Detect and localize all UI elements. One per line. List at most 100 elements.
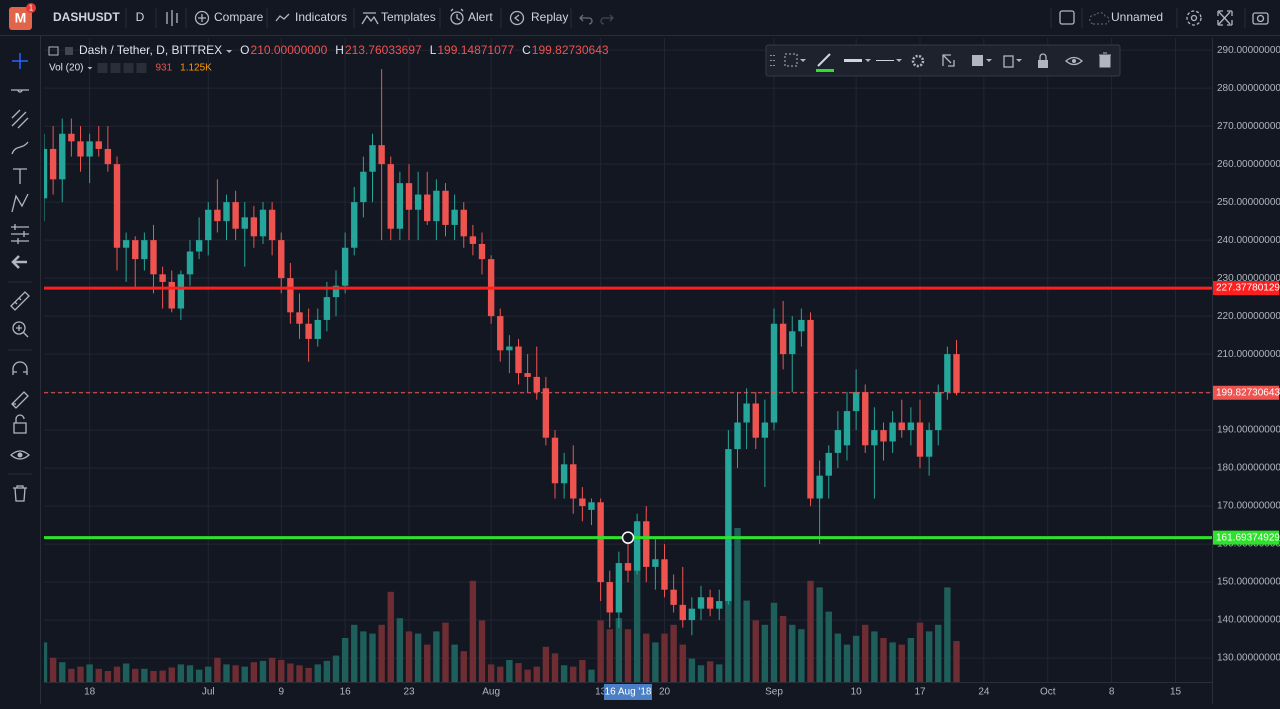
y-tick-label: 190.00000000 — [1217, 425, 1280, 436]
settings-icon[interactable] — [1186, 10, 1202, 26]
volume-bar — [205, 666, 212, 682]
delete-button[interactable] — [1099, 52, 1111, 68]
volume-bar — [195, 669, 203, 682]
candle-body — [944, 354, 951, 393]
candle-body — [925, 430, 933, 457]
candle-body — [49, 148, 57, 180]
top-toolbar: M 1 DASHUSDT D Compare Indicators Templa… — [0, 3, 1280, 36]
pattern-tool[interactable] — [11, 193, 29, 213]
magnet-tool[interactable] — [12, 361, 28, 375]
undo-icon[interactable] — [579, 14, 593, 25]
visibility-tool[interactable] — [10, 450, 30, 460]
crosshair-tool[interactable] — [12, 53, 28, 69]
volume-bar — [232, 665, 239, 682]
chart-style-icon[interactable] — [166, 10, 178, 26]
compare-icon[interactable] — [194, 10, 210, 26]
alert[interactable]: Alert — [468, 10, 493, 24]
y-tick-label: 290.00000000 — [1217, 45, 1280, 56]
camera-icon[interactable] — [1252, 12, 1269, 25]
brush-tool[interactable] — [11, 141, 29, 155]
layout-name[interactable]: Unnamed — [1111, 10, 1163, 24]
settings-button[interactable] — [911, 54, 925, 68]
candle-body — [424, 194, 431, 222]
drag-handle[interactable] — [770, 55, 775, 66]
text-tool[interactable] — [13, 168, 27, 184]
hide-button[interactable] — [1065, 56, 1083, 66]
candle-body — [843, 411, 851, 446]
layout-icon[interactable] — [1059, 10, 1075, 25]
clone-button[interactable] — [1003, 55, 1014, 68]
candle-body — [935, 392, 942, 431]
volume-bar — [661, 633, 668, 682]
volume-bar — [469, 580, 477, 682]
candle-body — [789, 331, 796, 355]
indicators-icon[interactable] — [275, 13, 290, 22]
volume-bar — [761, 624, 769, 682]
volume-legend-button — [97, 63, 108, 73]
volume-bar — [223, 664, 230, 682]
templates-icon[interactable] — [361, 12, 379, 25]
volume-bar — [606, 629, 613, 682]
logo[interactable] — [9, 7, 32, 30]
symbol-icon — [65, 47, 73, 55]
volume-bar — [551, 653, 559, 682]
zoom-tool[interactable] — [12, 321, 26, 335]
redo-icon[interactable] — [600, 14, 614, 25]
dropdown — [986, 59, 992, 62]
candle-body — [542, 388, 550, 438]
cloud-icon[interactable] — [1089, 12, 1110, 25]
line-color-button[interactable] — [817, 53, 831, 67]
compare[interactable]: Compare — [214, 10, 264, 24]
volume-bar — [168, 667, 175, 682]
volume-bar — [360, 631, 367, 682]
candle-body — [113, 164, 121, 248]
candle-body — [734, 422, 741, 450]
candle-body — [606, 582, 613, 613]
measure-tool[interactable] — [10, 291, 30, 311]
volume-bar — [332, 655, 340, 682]
prediction-tool[interactable] — [11, 224, 29, 244]
candle-body — [515, 346, 522, 374]
candle-body — [387, 164, 394, 229]
candle-body — [442, 190, 449, 225]
logo-text: M — [15, 10, 27, 26]
volume-bar — [935, 624, 942, 682]
back-icon[interactable] — [11, 255, 27, 269]
visual-order-button[interactable] — [972, 55, 983, 66]
indicators[interactable]: Indicators — [295, 10, 347, 24]
replay-icon[interactable] — [509, 10, 525, 26]
remove-tool[interactable] — [13, 485, 27, 502]
legend-key: L — [430, 43, 437, 57]
volume-bar — [770, 602, 778, 682]
volume-bar — [679, 644, 686, 682]
trend-tool[interactable] — [11, 89, 29, 93]
stay-drawing-tool[interactable] — [11, 391, 29, 409]
x-tick-label: 23 — [403, 687, 415, 698]
volume-bar — [953, 641, 960, 682]
legend-key: O — [240, 43, 249, 57]
candle-body — [287, 278, 294, 313]
replay[interactable]: Replay — [531, 10, 568, 24]
alert-icon[interactable] — [450, 11, 464, 25]
volume-bar — [524, 669, 531, 682]
badge — [26, 3, 36, 13]
x-tick-label: 16 — [340, 687, 352, 698]
volume-bar — [889, 642, 896, 682]
line-color-swatch — [816, 69, 834, 72]
candle-body — [798, 319, 805, 332]
interval[interactable]: D — [136, 10, 145, 24]
symbol[interactable]: DASHUSDT — [53, 10, 120, 24]
template-button[interactable] — [784, 53, 798, 67]
lock-button[interactable] — [1038, 60, 1048, 68]
candle-body — [643, 521, 650, 567]
line-width-button[interactable] — [844, 59, 862, 62]
alert-button[interactable] — [942, 54, 955, 67]
fib-tool[interactable] — [11, 109, 29, 129]
y-tick-label: 140.00000000 — [1217, 615, 1280, 626]
visibility-pupil — [17, 452, 23, 458]
fullscreen-icon[interactable] — [1217, 10, 1233, 26]
templates[interactable]: Templates — [381, 10, 436, 24]
candle-body — [579, 498, 586, 507]
lock-tool[interactable] — [13, 414, 27, 434]
volume-bar — [542, 646, 550, 682]
